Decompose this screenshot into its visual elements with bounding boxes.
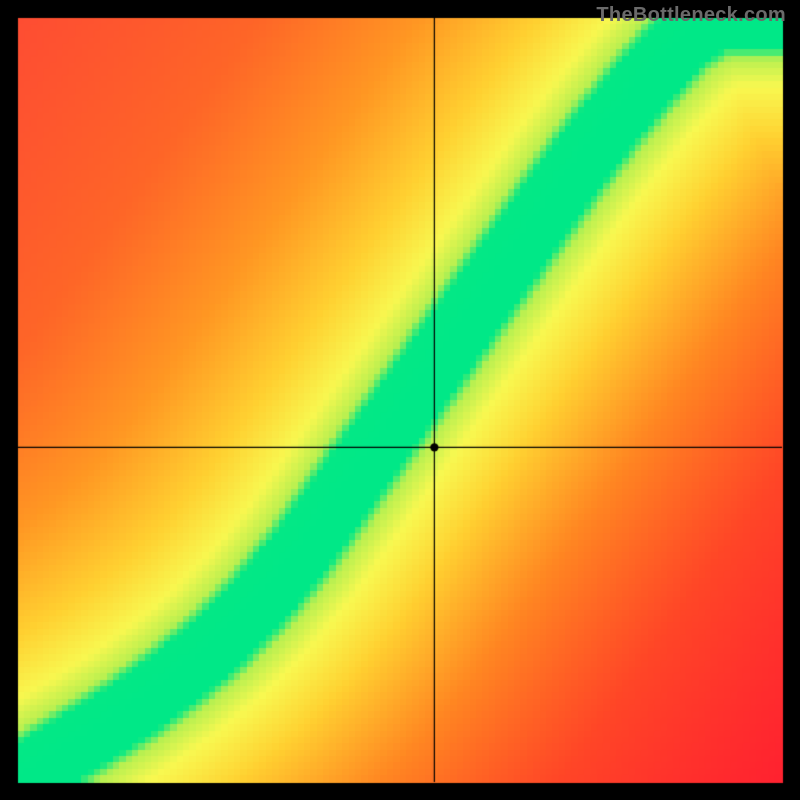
bottleneck-heatmap-canvas xyxy=(0,0,800,800)
watermark-text: TheBottleneck.com xyxy=(596,4,786,27)
chart-container: TheBottleneck.com xyxy=(0,0,800,800)
